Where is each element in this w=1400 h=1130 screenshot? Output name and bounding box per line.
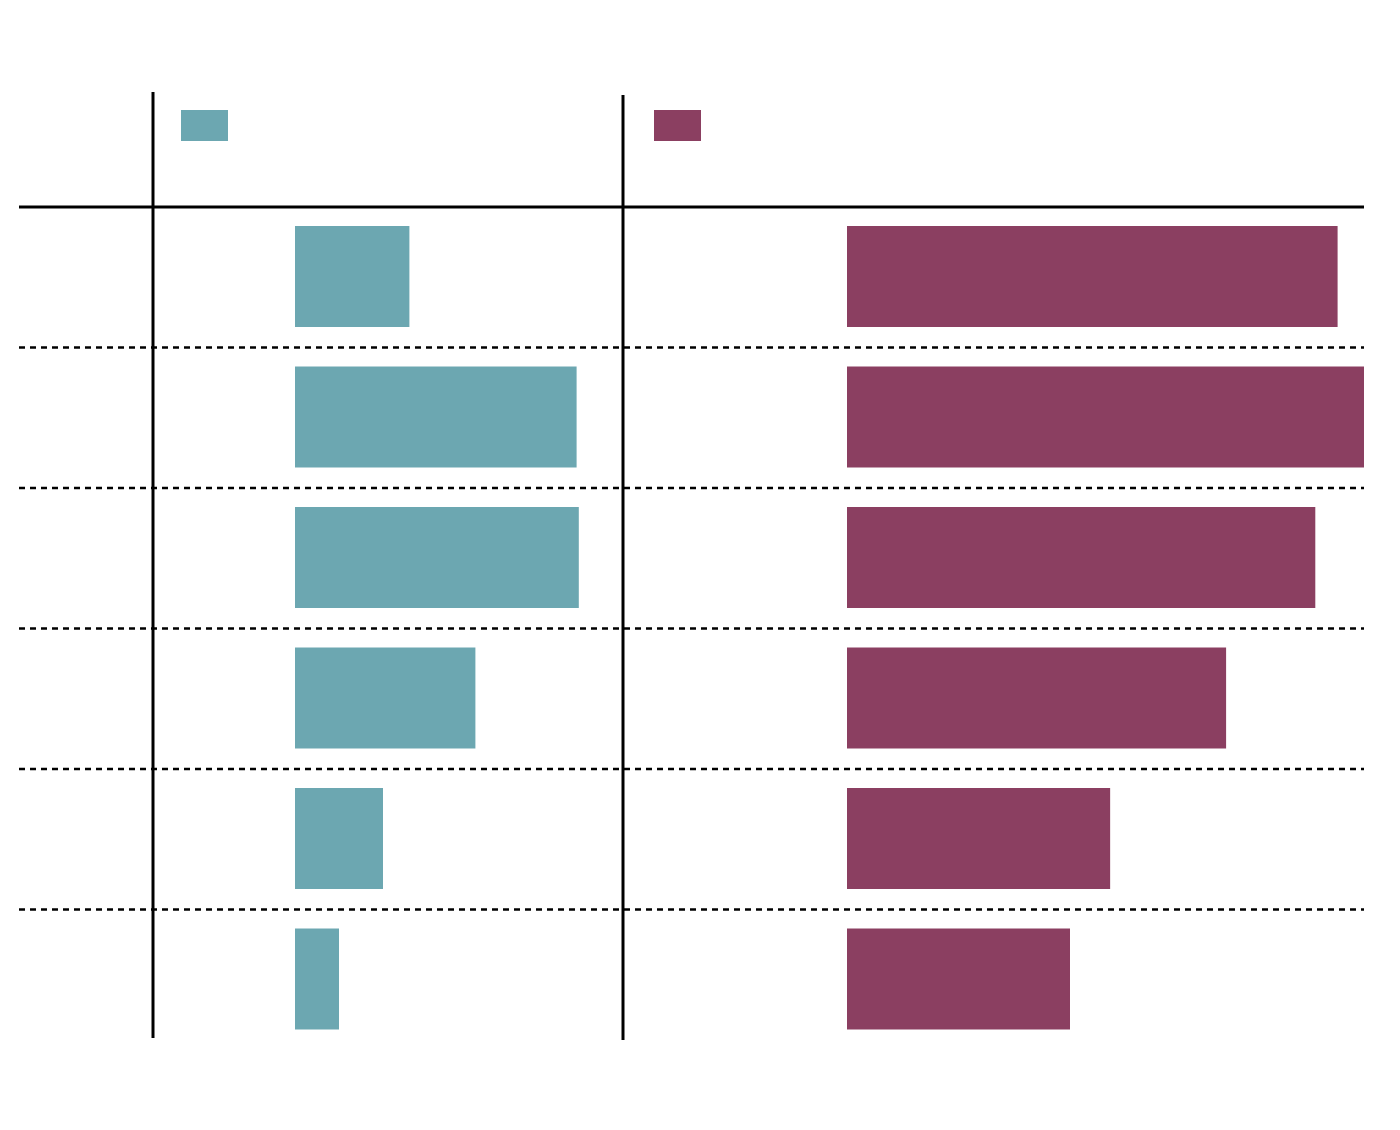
row-separators	[19, 346, 1364, 911]
axes	[19, 92, 1364, 1040]
left-bar-4	[295, 647, 476, 749]
left-panel-bars	[295, 226, 579, 1030]
right-bar-1	[847, 226, 1338, 327]
right-panel-bars	[847, 226, 1364, 1030]
left-bar-6	[295, 928, 339, 1030]
left-bar-5	[295, 788, 383, 889]
right-bar-3	[847, 507, 1316, 608]
left-bar-2	[295, 366, 577, 468]
left-legend-swatch	[181, 110, 228, 141]
right-legend-swatch	[654, 110, 701, 141]
left-bar-3	[295, 507, 579, 608]
right-bar-6	[847, 928, 1070, 1030]
right-bar-4	[847, 647, 1227, 749]
left-bar-1	[295, 226, 410, 327]
legend	[181, 110, 701, 141]
right-bar-5	[847, 788, 1111, 889]
right-bar-2	[847, 366, 1364, 468]
